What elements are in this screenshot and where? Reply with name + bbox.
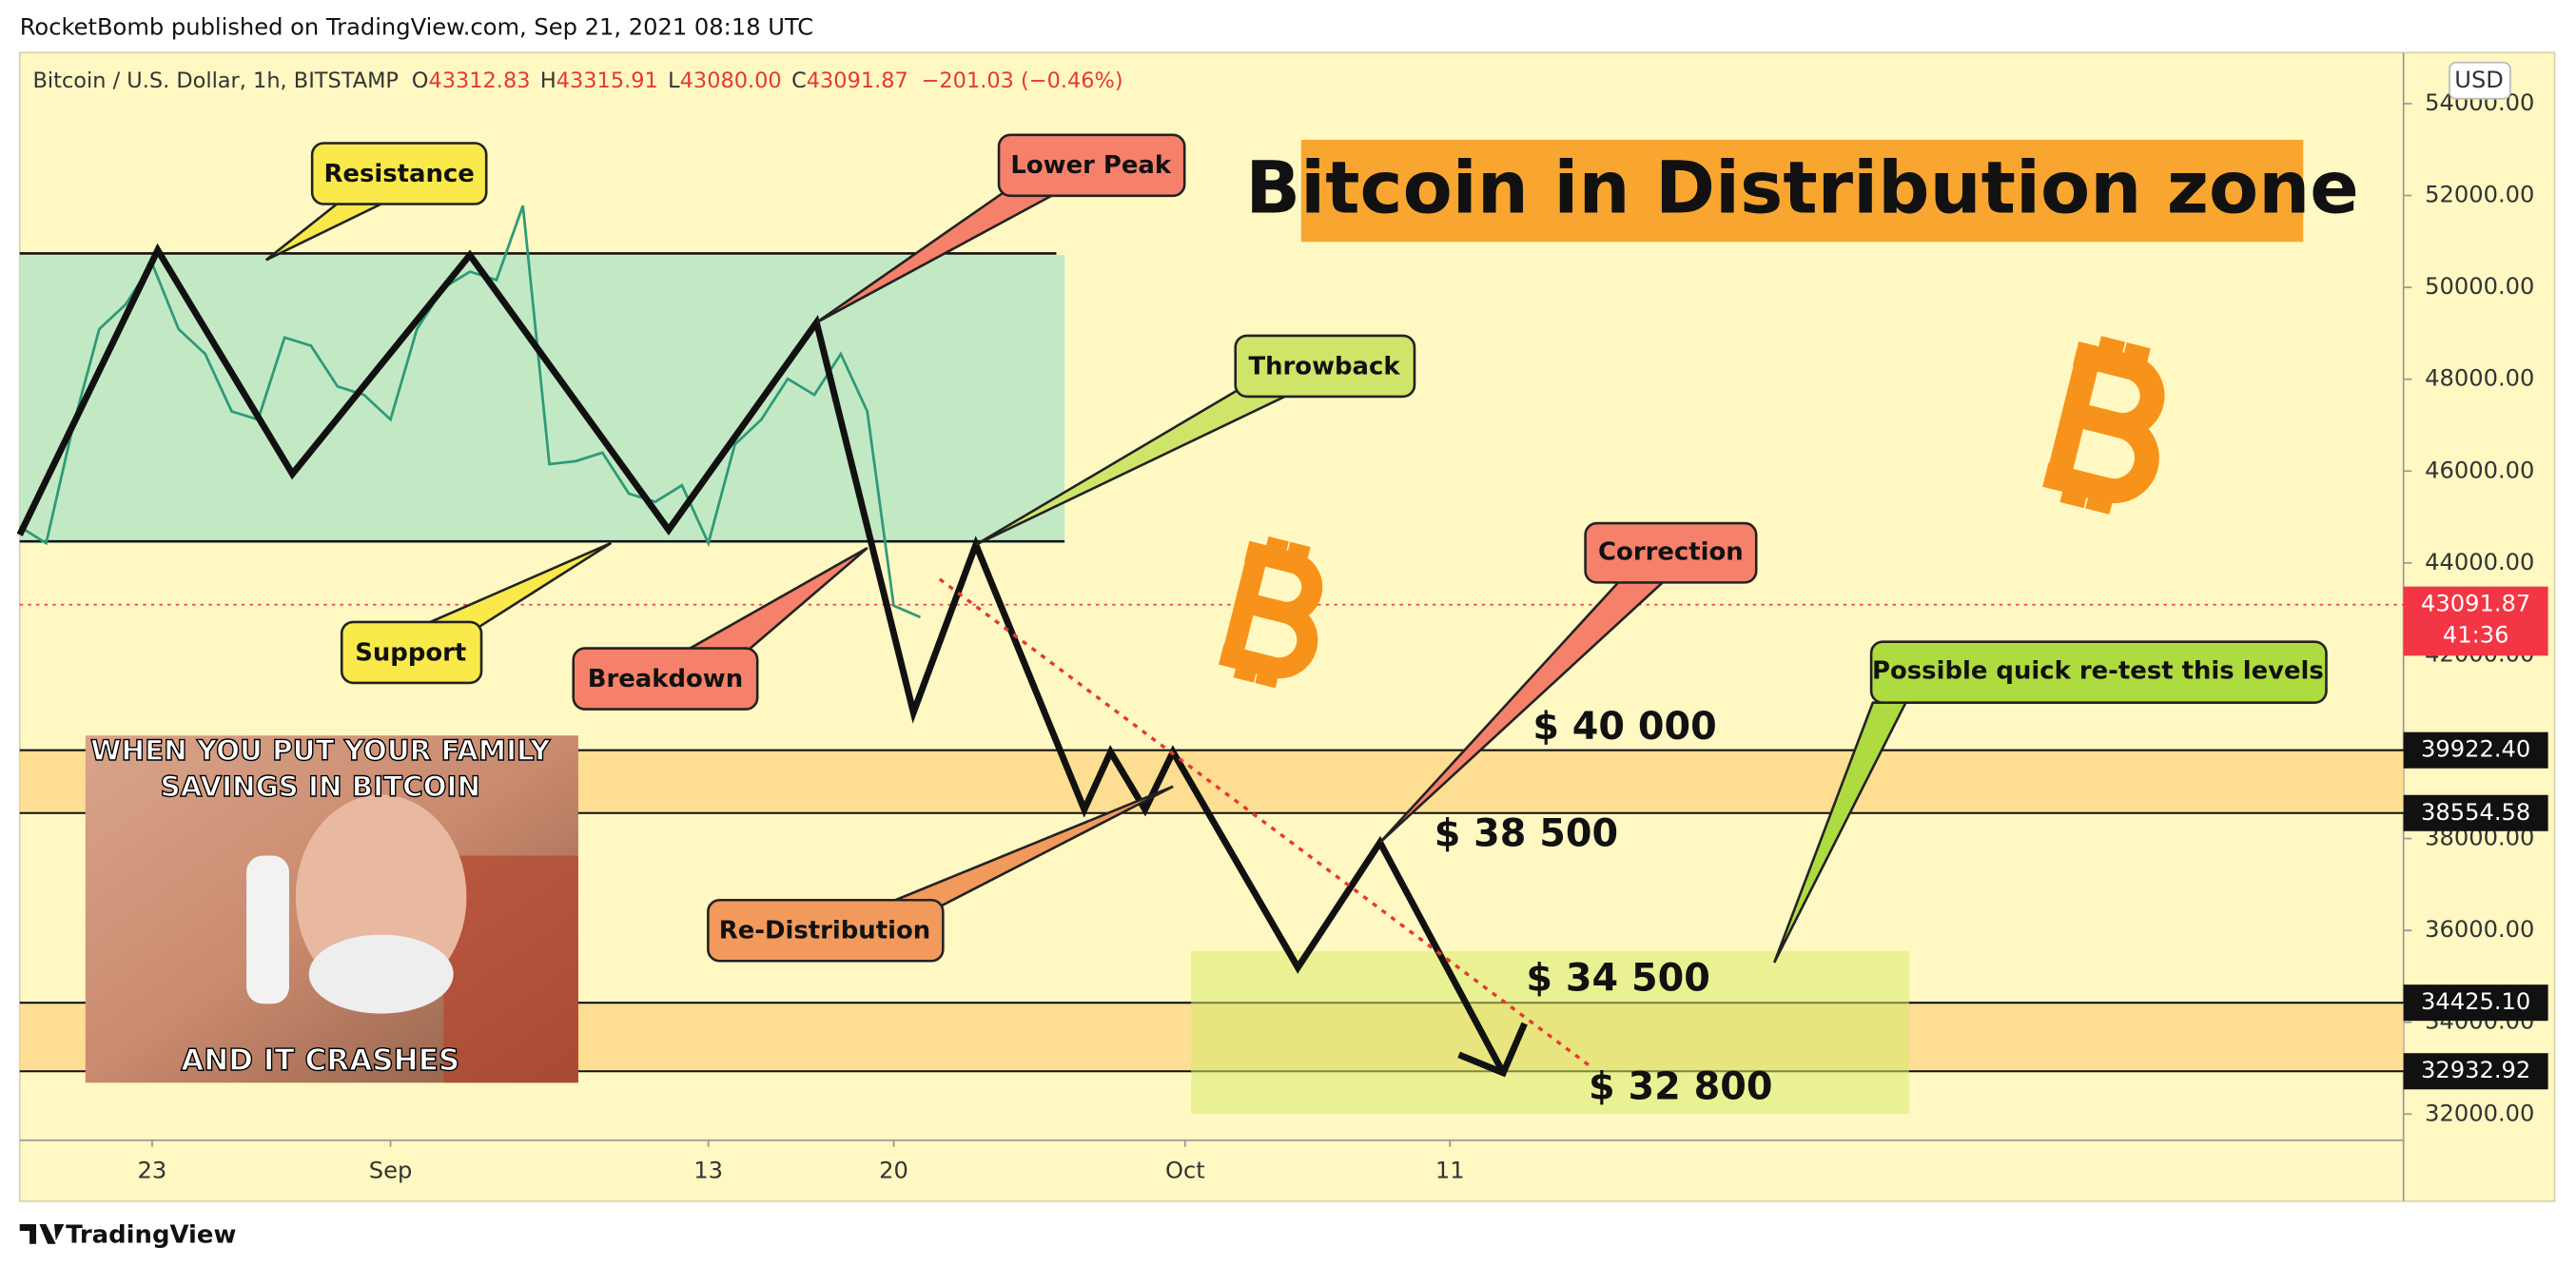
callout-retest: Possible quick re-test this levels: [1872, 656, 2324, 685]
x-tick-label: 20: [879, 1158, 908, 1184]
meme-image: WHEN YOU PUT YOUR FAMILY SAVINGS IN BITC…: [85, 733, 578, 1083]
price-target: $ 40 000: [1532, 705, 1716, 749]
callout-breakdown: Breakdown: [588, 665, 743, 693]
last-price-label: 43091.87: [2421, 591, 2530, 617]
callout-box: [310, 142, 488, 205]
high: 43315.91: [556, 68, 658, 92]
close-label: C: [791, 68, 807, 92]
meme-top-line: SAVINGS IN BITCOIN: [161, 770, 481, 803]
brand-logo: [19, 1224, 65, 1244]
callout-box: [572, 647, 759, 711]
x-tick-label: Oct: [1165, 1158, 1205, 1184]
symbol: Bitcoin / U.S. Dollar, 1h, BITSTAMP: [33, 68, 399, 92]
callout-throwback: Throwback: [1248, 352, 1400, 380]
callout-box: [997, 133, 1186, 198]
meme-phone: [246, 855, 289, 1004]
x-tick-label: 11: [1435, 1158, 1465, 1184]
x-tick-label: 23: [138, 1158, 167, 1184]
arrow-head: [1457, 1022, 1528, 1078]
countdown: 41:36: [2443, 622, 2509, 649]
brand: TradingView: [66, 1221, 236, 1250]
callout-correction: Correction: [1598, 538, 1744, 567]
callout-box: [340, 620, 483, 685]
callout-box: [707, 898, 945, 963]
level-label-box: [2403, 794, 2548, 831]
meme-beard: [308, 934, 454, 1014]
level-label: 34425.10: [2421, 988, 2530, 1015]
level-label: 32932.92: [2421, 1057, 2530, 1083]
callout-lower-peak: Lower Peak: [1010, 151, 1172, 180]
low-label: L: [668, 68, 680, 92]
meme-top-line: WHEN YOU PUT YOUR FAMILY: [90, 734, 551, 767]
plot: [18, 205, 2404, 619]
callout-resistance: Resistance: [323, 160, 474, 188]
open-label: O: [412, 68, 429, 92]
open: 43312.83: [428, 68, 530, 92]
publisher: RocketBomb published on TradingView.com,…: [20, 13, 813, 40]
level-label-box: [2403, 731, 2548, 769]
target-box: [1191, 950, 1909, 1115]
ohlc-legend: Bitcoin / U.S. Dollar, 1h, BITSTAMP O4331…: [33, 68, 1123, 92]
callout-box: [1869, 640, 2328, 704]
bitcoin-logo: [1219, 536, 1323, 689]
currency: USD: [2454, 67, 2504, 93]
price-axis: 32000.0034000.0036000.0038000.0040000.00…: [138, 89, 2548, 1184]
title-box: [1300, 140, 2304, 243]
callout-redistribution: Re-Distribution: [719, 917, 930, 945]
x-tick-label: 13: [693, 1158, 723, 1184]
y-tick-label: 44000.00: [2425, 549, 2534, 575]
callout-box: [1234, 334, 1416, 399]
currency-box: [2449, 61, 2511, 100]
trend-line: [938, 577, 1591, 1068]
level-label: 39922.40: [2421, 736, 2530, 763]
callouts: Resistance Lower Peak Throwback Support …: [264, 133, 2328, 964]
y-tick-label: 36000.00: [2425, 916, 2534, 943]
level-label-box: [2403, 984, 2548, 1022]
callout-box: [1584, 521, 1758, 584]
y-tick-label: 32000.00: [2425, 1100, 2534, 1126]
y-tick-label: 52000.00: [2425, 182, 2534, 208]
price-target: $ 32 800: [1589, 1065, 1772, 1109]
y-tick-label: 48000.00: [2425, 365, 2534, 392]
bitcoin-logo: [2042, 336, 2165, 515]
price-line: [18, 205, 922, 619]
change: −201.03 (−0.46%): [922, 68, 1123, 92]
last-price-box: [2403, 586, 2548, 656]
meme-bottom: AND IT CRASHES: [181, 1043, 459, 1078]
level-label: 38554.58: [2421, 799, 2530, 826]
chart-title: Bitcoin in Distribution zone: [1245, 145, 2359, 229]
price-target: $ 34 500: [1526, 956, 1709, 1000]
y-tick-label: 46000.00: [2425, 457, 2534, 483]
callout-support: Support: [355, 638, 466, 667]
price-target: $ 38 500: [1434, 811, 1618, 855]
x-tick-label: Sep: [369, 1158, 413, 1184]
low: 43080.00: [680, 68, 782, 92]
y-tick-label: 50000.00: [2425, 273, 2534, 300]
close: 43091.87: [807, 68, 908, 92]
high-label: H: [540, 68, 556, 92]
level-label-box: [2403, 1053, 2548, 1090]
